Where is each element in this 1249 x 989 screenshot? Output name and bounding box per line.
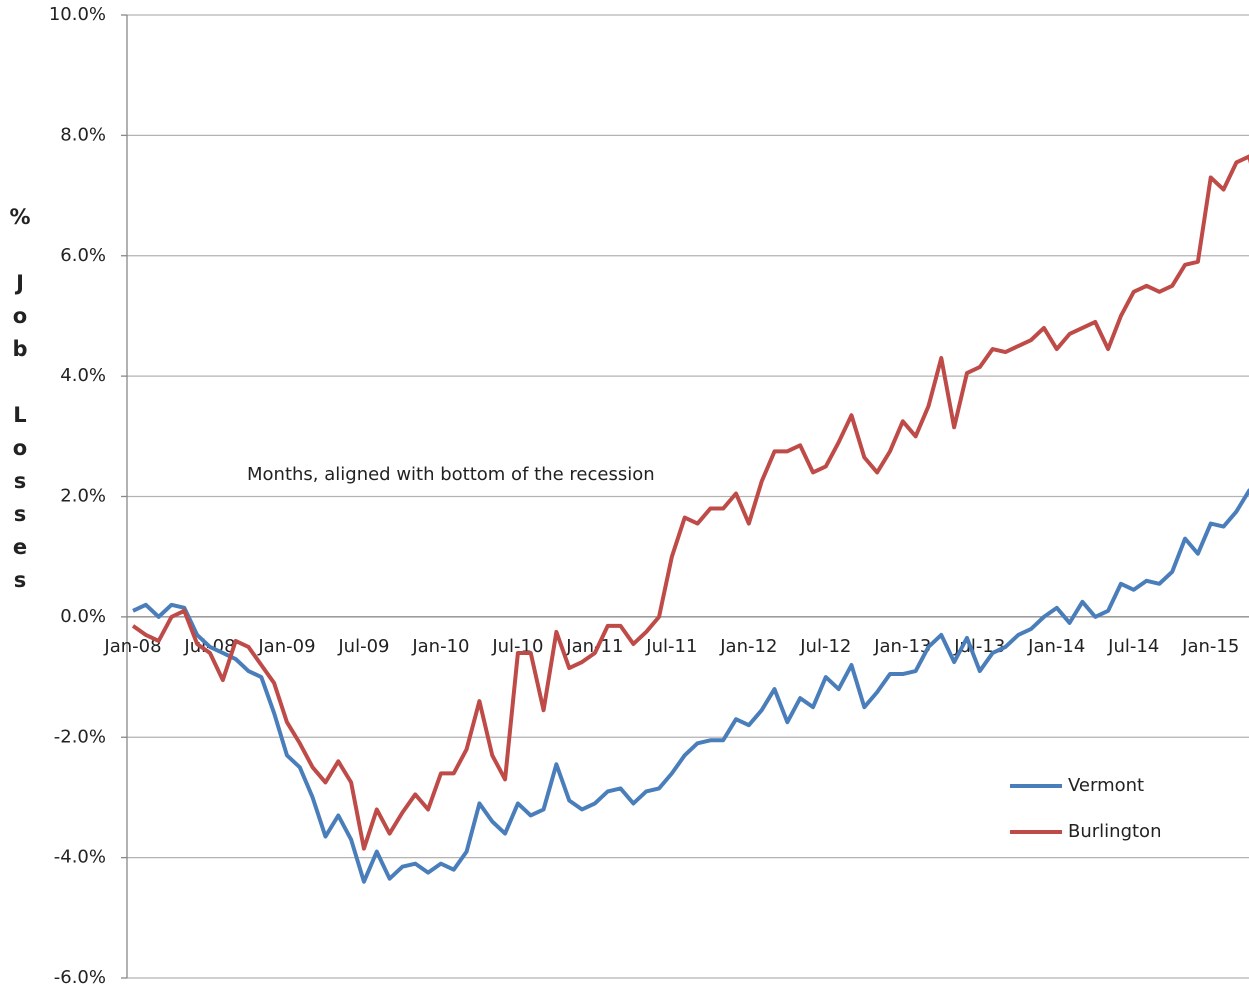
y-tick-label: 6.0%	[60, 245, 106, 266]
y-axis-label: % Job Losses	[8, 205, 32, 601]
x-tick-label: Jan-14	[1027, 636, 1085, 657]
legend-label: Burlington	[1068, 821, 1161, 842]
x-tick-label: Jan-15	[1181, 636, 1239, 657]
x-tick-label: Jul-12	[799, 636, 851, 657]
x-tick-label: Jan-10	[411, 636, 469, 657]
x-tick-label: Jan-12	[719, 636, 777, 657]
x-tick-label: Jan-13	[873, 636, 931, 657]
y-tick-label: 8.0%	[60, 124, 106, 145]
x-tick-label: Jul-11	[645, 636, 697, 657]
legend-label: Vermont	[1068, 775, 1144, 796]
y-tick-label: 10.0%	[49, 4, 106, 25]
y-tick-label: -6.0%	[54, 967, 106, 988]
series-line	[132, 488, 1249, 884]
x-tick-label: Jan-08	[103, 636, 161, 657]
y-tick-label: 4.0%	[60, 365, 106, 386]
y-tick-label: -4.0%	[54, 847, 106, 868]
y-tick-label: -2.0%	[54, 726, 106, 747]
x-tick-label: Jul-09	[337, 636, 389, 657]
series-line	[131, 154, 1249, 851]
x-tick-label: Jul-14	[1107, 636, 1159, 657]
x-tick-label: Jan-09	[257, 636, 315, 657]
y-tick-label: 2.0%	[60, 486, 106, 507]
y-tick-label: 0.0%	[60, 606, 106, 627]
annotation: Months, aligned with bottom of the reces…	[247, 464, 655, 485]
x-tick-label: Jan-11	[565, 636, 623, 657]
